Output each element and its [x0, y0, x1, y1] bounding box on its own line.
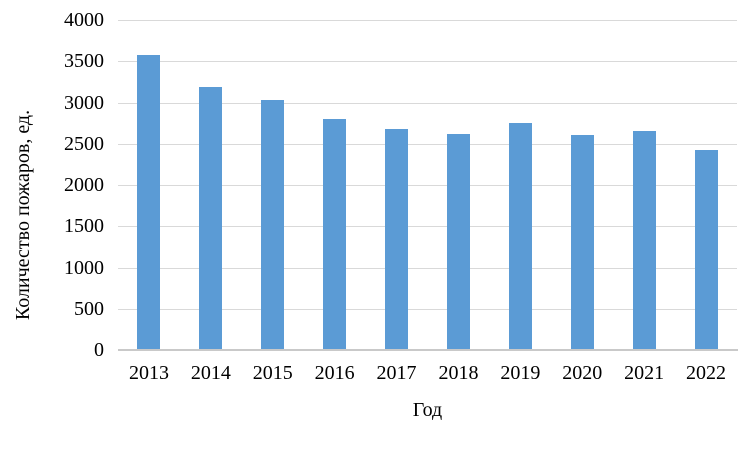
gridline-3000: [118, 102, 737, 104]
bar-2015: [261, 100, 285, 350]
x-tick-label-2015: 2015: [252, 362, 293, 384]
gridline-500: [118, 308, 737, 310]
x-tick-label-2022: 2022: [686, 362, 727, 384]
x-tick-label-2018: 2018: [438, 362, 479, 384]
x-tick-label-2017: 2017: [376, 362, 417, 384]
bar-2014: [199, 86, 223, 350]
gridline-1000: [118, 267, 737, 269]
y-tick-label-3500: 3500: [64, 50, 104, 73]
y-tick-label-2000: 2000: [64, 174, 104, 196]
gridline-3500: [118, 61, 737, 63]
x-tick-label-2014: 2014: [190, 362, 231, 384]
plot-area: [118, 20, 737, 350]
x-tick-label-2016: 2016: [314, 362, 355, 384]
x-axis-title: Год: [412, 399, 443, 421]
y-tick-label-4000: 4000: [64, 9, 104, 31]
y-tick-label-0: 0: [94, 339, 104, 361]
y-tick-label-500: 500: [74, 297, 104, 320]
y-tick-label-3000: 3000: [64, 91, 104, 114]
bar-2022: [694, 150, 718, 350]
x-tick-label-2021: 2021: [624, 362, 665, 384]
bar-2016: [323, 119, 347, 350]
x-tick-label-2013: 2013: [128, 362, 169, 384]
gridline-4000: [118, 20, 737, 21]
bar-2020: [570, 134, 594, 350]
bar-2019: [508, 123, 532, 350]
y-tick-label-2500: 2500: [64, 132, 104, 155]
gridline-1500: [118, 226, 737, 228]
x-tick-label-2020: 2020: [562, 362, 603, 384]
bar-2013: [137, 54, 161, 350]
y-tick-label-1000: 1000: [64, 256, 104, 279]
x-tick-label-2019: 2019: [500, 362, 541, 384]
gridline-2500: [118, 143, 737, 145]
x-axis-line: [118, 349, 738, 351]
y-tick-label-1500: 1500: [64, 215, 104, 238]
gridline-2000: [118, 185, 737, 186]
bar-2017: [385, 128, 409, 350]
bar-2021: [632, 131, 656, 350]
bar-2018: [446, 133, 470, 350]
